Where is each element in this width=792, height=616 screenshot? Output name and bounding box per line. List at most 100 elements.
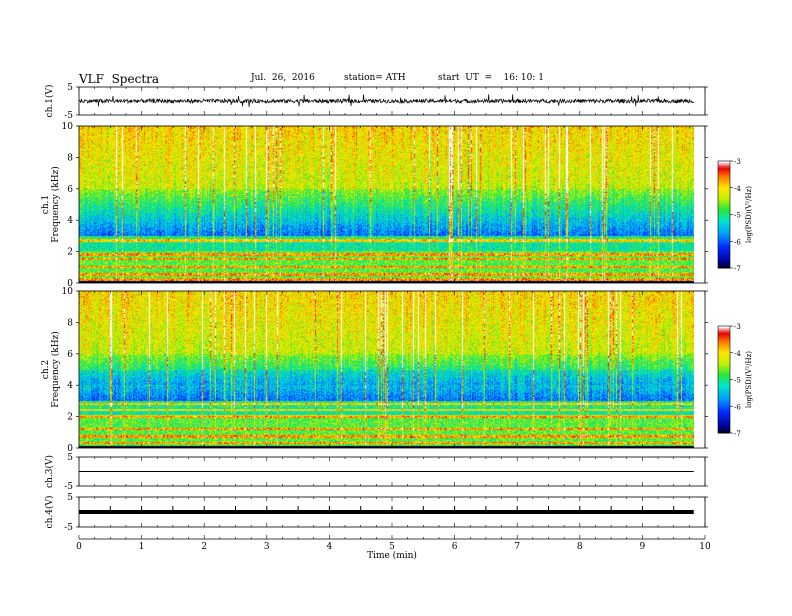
y-tick-label: 0 — [67, 444, 73, 454]
colorbar-segment — [718, 402, 730, 405]
colorbar-segment — [718, 175, 730, 178]
x-tick-label: 8 — [577, 542, 583, 552]
colorbar-segment — [718, 173, 730, 176]
y-tick-label: 2 — [67, 248, 73, 258]
colorbar-segment — [718, 349, 730, 352]
y-tick-label: 10 — [62, 287, 74, 297]
colorbar-segment — [718, 214, 730, 217]
colorbar-segment — [718, 169, 730, 173]
colorbar-segment — [718, 424, 730, 427]
colorbar-segment — [718, 202, 730, 205]
colorbar-segment — [718, 415, 730, 418]
colorbar-segment — [718, 162, 730, 166]
spectrogram-raster-ch2 — [79, 291, 694, 448]
x-tick-label: 6 — [452, 542, 458, 552]
colorbar-segment — [718, 399, 730, 402]
colorbar-segment — [718, 411, 730, 414]
colorbar-segment — [718, 253, 730, 257]
colorbar-segment — [718, 368, 730, 372]
x-tick-label: 9 — [640, 542, 646, 552]
x-tick-label: 7 — [514, 542, 520, 552]
colorbar-segment — [718, 363, 730, 366]
colorbar-segment — [718, 367, 730, 370]
colorbar-label: log(PSD)(V²/Hz) — [745, 351, 753, 408]
colorbar-segment — [718, 237, 730, 240]
colorbar-segment — [718, 400, 730, 404]
colorbar-segment — [718, 260, 730, 264]
y-tick-label: 0 — [67, 279, 73, 289]
colorbar-segment — [718, 391, 730, 395]
colorbar-segment — [718, 189, 730, 192]
colorbar-segment — [718, 431, 730, 434]
colorbar-segment — [718, 209, 730, 212]
colorbar-segment — [718, 397, 730, 400]
x-tick-label: 4 — [327, 542, 333, 552]
colorbar-segment — [718, 359, 730, 363]
colorbar-segment — [718, 331, 730, 334]
colorbar-segment — [718, 185, 730, 189]
colorbar-segment — [718, 251, 730, 255]
y-tick-label: 2 — [67, 413, 73, 423]
colorbar-segment — [718, 164, 730, 167]
colorbar-segment — [718, 230, 730, 233]
colorbar-segment — [718, 390, 730, 393]
colorbar-segment — [718, 345, 730, 348]
colorbar-segment — [718, 352, 730, 356]
colorbar-segment — [718, 243, 730, 246]
colorbar-segment — [718, 418, 730, 422]
colorbar-segment — [718, 180, 730, 183]
y-tick-label: 8 — [67, 318, 73, 328]
y-axis-label: Frequency (kHz) — [50, 166, 61, 243]
colorbar-segment — [718, 375, 730, 379]
y-tick-label: 6 — [67, 185, 73, 195]
x-tick-label: 1 — [139, 542, 145, 552]
colorbar-tick-label: -4 — [734, 185, 741, 193]
colorbar-segment — [718, 377, 730, 380]
colorbar-segment — [718, 427, 730, 430]
y-tick-label: 5 — [67, 453, 73, 463]
colorbar-segment — [718, 425, 730, 429]
x-axis-label: Time (min) — [367, 550, 417, 561]
colorbar-segment — [718, 223, 730, 226]
x-tick-label: 10 — [699, 542, 711, 552]
colorbar-segment — [718, 408, 730, 411]
colorbar-segment — [718, 361, 730, 364]
colorbar-segment — [718, 193, 730, 196]
colorbar-segment — [718, 422, 730, 425]
colorbar-segment — [718, 354, 730, 357]
colorbar-segment — [718, 358, 730, 361]
colorbar-segment — [718, 234, 730, 237]
colorbar-tick-label: -7 — [734, 430, 741, 438]
y-axis-label: ch.4(V) — [44, 496, 55, 529]
y-tick-label: 8 — [67, 153, 73, 163]
y-axis-label: ch.1(V) — [44, 85, 55, 118]
colorbar-segment — [718, 383, 730, 386]
colorbar-segment — [718, 246, 730, 249]
colorbar-segment — [718, 386, 730, 389]
colorbar-segment — [718, 203, 730, 207]
y-tick-label: 5 — [67, 83, 73, 93]
colorbar-segment — [718, 334, 730, 338]
colorbar-segment — [718, 343, 730, 347]
colorbar-segment — [718, 194, 730, 198]
x-tick-label: 0 — [76, 542, 82, 552]
y-tick-label: 5 — [67, 493, 73, 503]
colorbar-segment — [718, 191, 730, 194]
colorbar-segment — [718, 241, 730, 244]
colorbar-segment — [718, 177, 730, 180]
colorbar-segment — [718, 384, 730, 388]
colorbar-segment — [718, 342, 730, 345]
colorbar-segment — [718, 404, 730, 407]
colorbar-segment — [718, 226, 730, 230]
y-axis-label: ch.1 — [41, 195, 51, 214]
colorbar-segment — [718, 182, 730, 185]
colorbar-segment — [718, 210, 730, 214]
colorbar-segment — [718, 347, 730, 350]
colorbar-segment — [718, 232, 730, 235]
colorbar-segment — [718, 326, 730, 329]
colorbar-segment — [718, 221, 730, 224]
colorbar-segment — [718, 196, 730, 199]
y-tick-label: -5 — [64, 111, 73, 121]
